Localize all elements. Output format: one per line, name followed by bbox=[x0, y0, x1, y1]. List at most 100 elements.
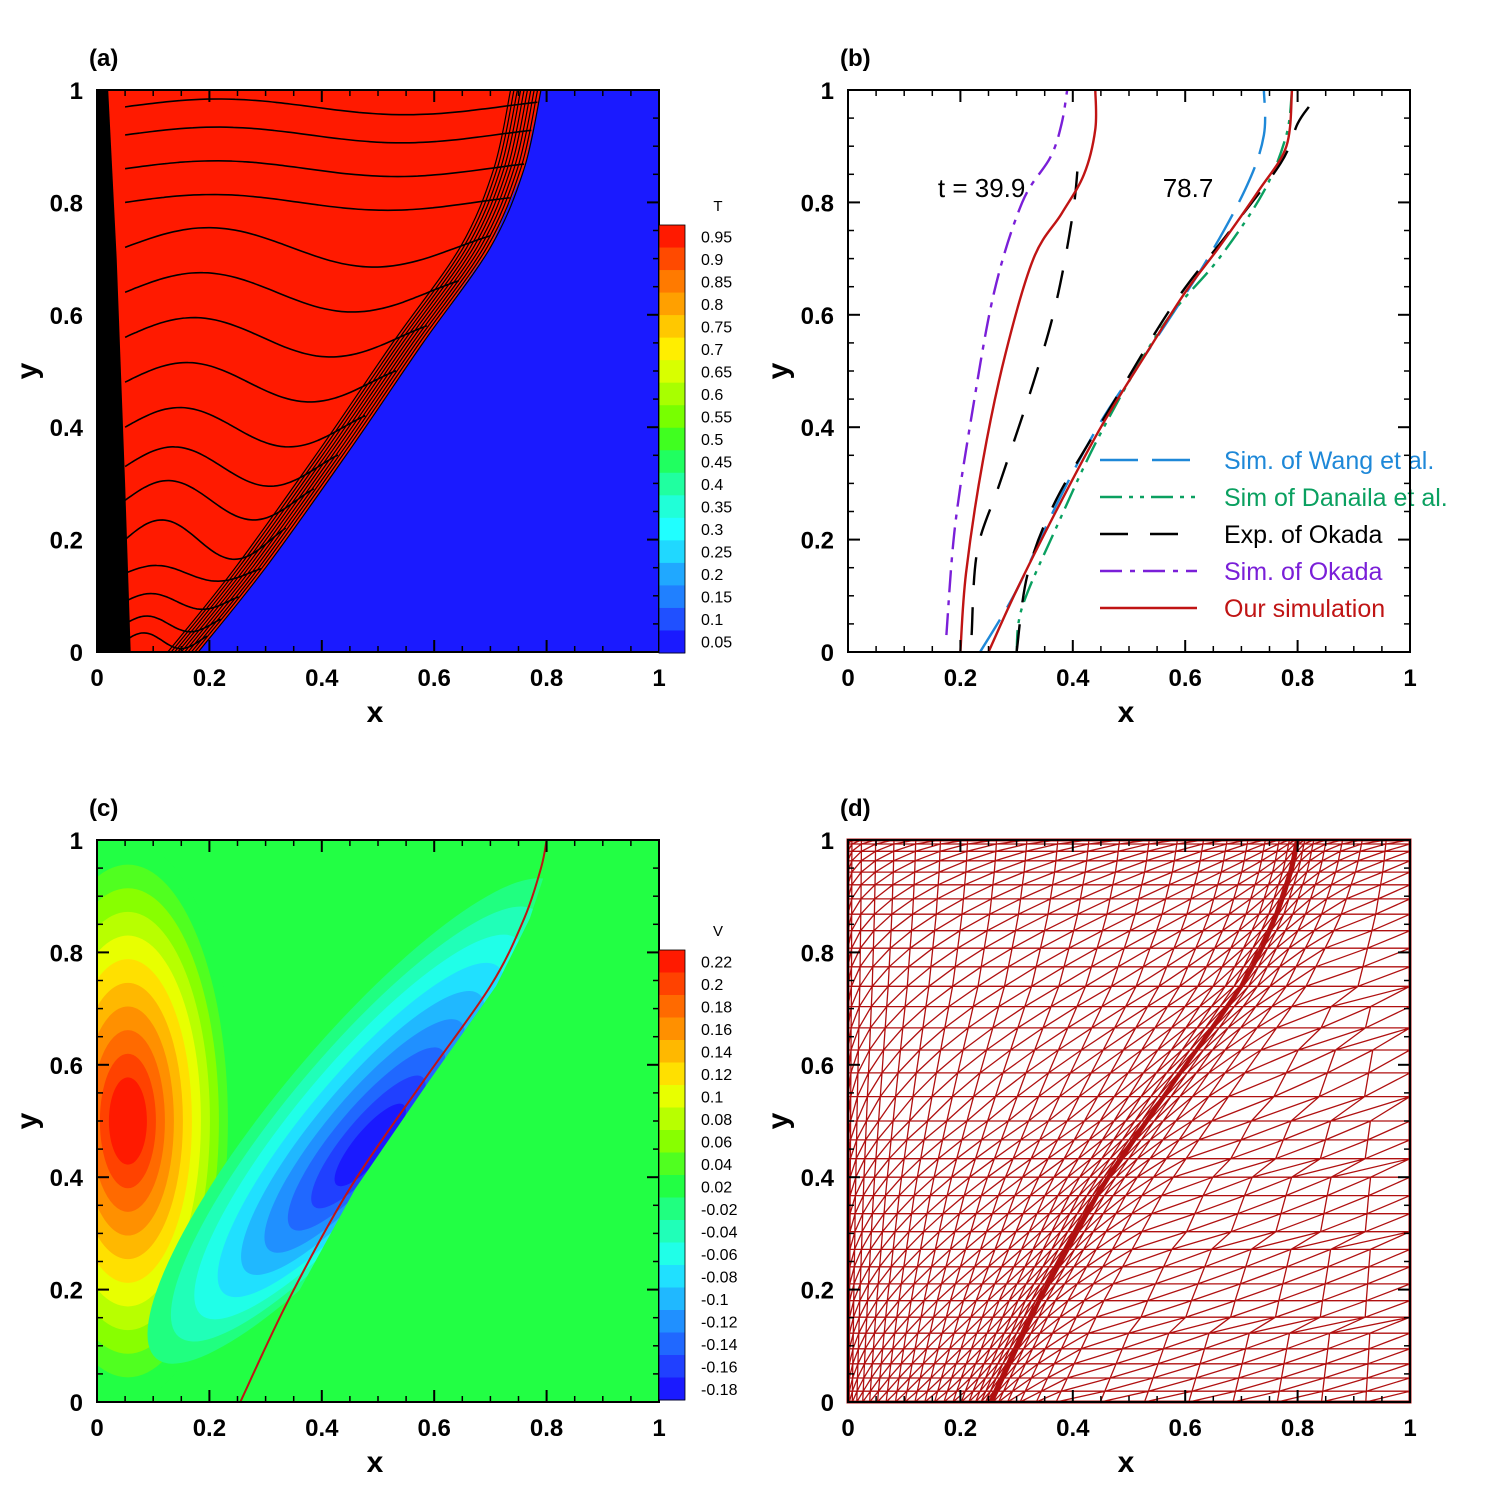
x-axis-title: x bbox=[1118, 1446, 1135, 1479]
colorbar-swatch bbox=[659, 540, 685, 564]
colorbar-swatch bbox=[659, 972, 685, 996]
x-tick-label: 0.8 bbox=[1281, 665, 1314, 692]
colorbar-swatch bbox=[659, 1355, 685, 1378]
x-tick-label: 1 bbox=[652, 1415, 665, 1442]
colorbar-frame bbox=[658, 224, 686, 654]
y-tick-label: 0.2 bbox=[801, 1278, 834, 1305]
colorbar-swatch bbox=[659, 1107, 685, 1131]
colorbar-label: -0.14 bbox=[701, 1337, 738, 1354]
series-line-ours bbox=[959, 89, 1098, 653]
colorbar-swatch bbox=[659, 517, 685, 541]
y-tick-label: 0.4 bbox=[801, 415, 835, 442]
colorbar-label: 0.8 bbox=[701, 297, 723, 314]
colorbar-swatch bbox=[659, 405, 685, 429]
colorbar-label: 0.18 bbox=[701, 999, 732, 1016]
x-tick-label: 0.6 bbox=[418, 665, 451, 692]
x-tick-label: 0 bbox=[90, 665, 103, 692]
y-tick-label: 0.8 bbox=[50, 190, 83, 217]
legend-label: Sim. of Okada bbox=[1224, 558, 1382, 586]
front-isotherm bbox=[174, 90, 518, 652]
colorbar-swatch bbox=[659, 630, 685, 654]
colorbar-label: 0.04 bbox=[701, 1157, 732, 1174]
colorbar-label: 0.2 bbox=[701, 977, 723, 994]
x-tick-label: 0.2 bbox=[193, 1415, 226, 1442]
x-axis-title: x bbox=[1118, 696, 1135, 729]
x-tick-label: 0.8 bbox=[1281, 1415, 1314, 1442]
colorbar-swatch bbox=[659, 607, 685, 631]
front-isotherm bbox=[194, 90, 539, 652]
colorbar-label: 0.65 bbox=[701, 364, 732, 381]
colorbar-swatch bbox=[659, 1040, 685, 1063]
melt-front-line bbox=[239, 840, 548, 1402]
colorbar-swatch bbox=[659, 450, 685, 474]
colorbar-swatch bbox=[659, 1242, 685, 1266]
colorbar-label: -0.18 bbox=[701, 1382, 738, 1399]
colorbar-swatch bbox=[659, 270, 685, 294]
y-tick-label: 1 bbox=[70, 78, 83, 105]
colorbar-swatch bbox=[659, 950, 685, 973]
colorbar-label: 0.16 bbox=[701, 1022, 732, 1039]
front-isotherm bbox=[190, 90, 535, 652]
y-tick-label: 1 bbox=[821, 828, 834, 855]
colorbar-label: 0.2 bbox=[701, 567, 723, 584]
panel-label: (a) bbox=[89, 45, 118, 72]
colorbar-label: 0.55 bbox=[701, 409, 732, 426]
colorbar-label: 0.05 bbox=[701, 635, 732, 652]
x-tick-label: 1 bbox=[652, 665, 665, 692]
colorbar-label: 0.7 bbox=[701, 342, 723, 359]
x-tick-label: 0.4 bbox=[305, 1415, 339, 1442]
y-tick-label: 0 bbox=[70, 1390, 83, 1417]
front-isotherm bbox=[167, 90, 512, 652]
isotherm-line bbox=[124, 193, 510, 212]
x-tick-label: 0.8 bbox=[530, 665, 563, 692]
colorbar-swatch bbox=[659, 495, 685, 519]
colorbar-label: 0.14 bbox=[701, 1044, 732, 1061]
colorbar-swatch bbox=[659, 1062, 685, 1086]
y-axis-title: y bbox=[11, 362, 44, 379]
colorbar-label: 0.45 bbox=[701, 455, 732, 472]
isotherm-line bbox=[124, 226, 491, 268]
time-annotation: 78.7 bbox=[1163, 173, 1214, 203]
colorbar-label: 0.95 bbox=[701, 229, 732, 246]
y-axis-title: y bbox=[762, 1112, 795, 1129]
colorbar-swatch bbox=[659, 337, 685, 361]
colorbar-label: 0.08 bbox=[701, 1112, 732, 1129]
colorbar-label: 0.6 bbox=[701, 387, 723, 404]
colorbar-swatch bbox=[659, 1152, 685, 1176]
panel-a: 0 0.2 0.4 0.6 0.8 1 0 0.2 0.4 0.6 0.8 1 x y (a) T 0.95 0.… bbox=[11, 45, 732, 729]
series-line-okada_exp bbox=[970, 157, 1080, 636]
y-axis-title: y bbox=[11, 1112, 44, 1129]
colorbar-swatch bbox=[659, 225, 685, 249]
front-isotherm bbox=[197, 90, 542, 652]
colorbar-swatch bbox=[659, 995, 685, 1018]
front-isotherm bbox=[187, 90, 532, 652]
x-tick-label: 1 bbox=[1403, 1415, 1416, 1442]
panel-label: (c) bbox=[89, 795, 118, 822]
mesh bbox=[848, 840, 1410, 1402]
colorbar-label: 0.75 bbox=[701, 319, 732, 336]
y-tick-label: 1 bbox=[70, 828, 83, 855]
colorbar-swatch bbox=[659, 1197, 685, 1221]
x-tick-label: 0.4 bbox=[1056, 665, 1090, 692]
temperature-band bbox=[97, 90, 541, 652]
series-line-ours bbox=[987, 89, 1294, 653]
colorbar-label: -0.16 bbox=[701, 1359, 738, 1376]
series-line-okada_exp bbox=[1015, 106, 1310, 653]
y-tick-label: 0.2 bbox=[50, 528, 83, 555]
y-tick-label: 0 bbox=[70, 640, 83, 667]
x-tick-label: 0.6 bbox=[1169, 1415, 1202, 1442]
x-tick-label: 0.6 bbox=[418, 1415, 451, 1442]
colorbar-label: 0.15 bbox=[701, 590, 732, 607]
y-tick-label: 0 bbox=[821, 640, 834, 667]
x-tick-label: 0 bbox=[90, 1415, 103, 1442]
y-tick-label: 0.4 bbox=[50, 1165, 84, 1192]
colorbar-label: 0.22 bbox=[701, 954, 732, 971]
colorbar-swatch bbox=[659, 1017, 685, 1041]
y-tick-label: 0.4 bbox=[801, 1165, 835, 1192]
colorbar-swatch bbox=[659, 292, 685, 316]
isotherm-line bbox=[124, 126, 532, 144]
x-tick-label: 0 bbox=[841, 1415, 854, 1442]
legend-label: Sim of Danaila et al. bbox=[1224, 484, 1448, 512]
colorbar-swatch bbox=[659, 1265, 685, 1288]
y-tick-label: 0.2 bbox=[801, 528, 834, 555]
